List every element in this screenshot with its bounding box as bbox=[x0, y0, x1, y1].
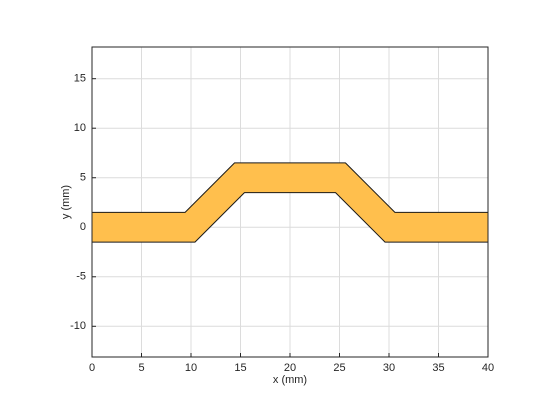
y-tick-label: 10 bbox=[74, 122, 86, 134]
x-tick-label: 15 bbox=[234, 362, 246, 374]
x-tick-label: 35 bbox=[432, 362, 444, 374]
y-axis-label: y (mm) bbox=[60, 185, 72, 219]
y-tick-label: 15 bbox=[74, 73, 86, 85]
x-tick-label: 0 bbox=[89, 362, 95, 374]
axes-box bbox=[91, 46, 489, 358]
y-tick-label: -10 bbox=[70, 320, 86, 332]
y-tick-label: -5 bbox=[76, 271, 86, 283]
x-tick-label: 30 bbox=[383, 362, 395, 374]
y-tick-label: 5 bbox=[80, 172, 86, 184]
y-tick-label: 0 bbox=[80, 221, 86, 233]
x-tick-label: 10 bbox=[185, 362, 197, 374]
x-tick-label: 25 bbox=[333, 362, 345, 374]
x-tick-label: 40 bbox=[482, 362, 494, 374]
x-tick-label: 20 bbox=[284, 362, 296, 374]
x-axis-label: x (mm) bbox=[273, 374, 307, 386]
x-tick-label: 5 bbox=[138, 362, 144, 374]
